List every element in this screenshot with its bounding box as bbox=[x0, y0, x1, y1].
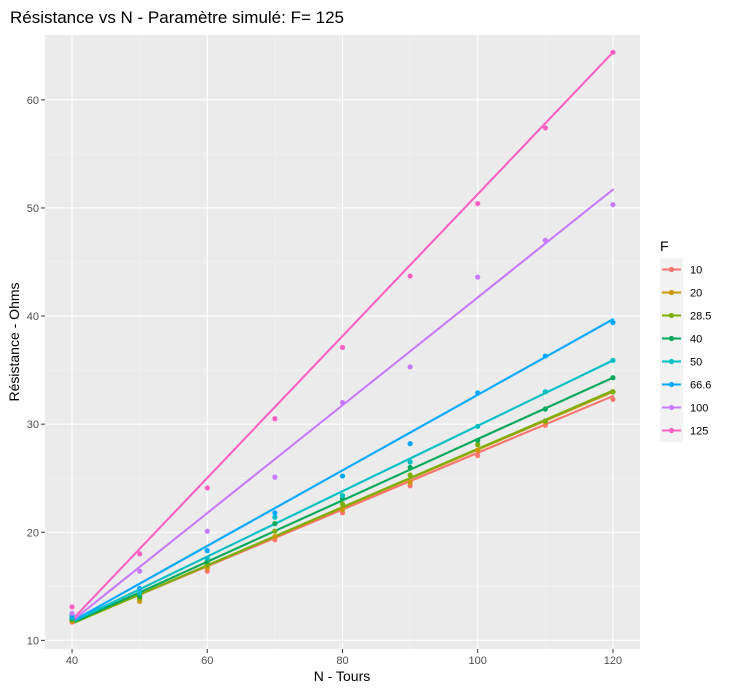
legend-title: F bbox=[660, 238, 669, 254]
point-66.6 bbox=[475, 390, 481, 396]
legend-label: 10 bbox=[690, 265, 702, 277]
point-40 bbox=[407, 464, 413, 470]
point-50 bbox=[272, 514, 278, 520]
point-40 bbox=[610, 375, 616, 381]
legend-label: 50 bbox=[690, 357, 702, 369]
point-50 bbox=[204, 555, 210, 561]
point-100 bbox=[475, 274, 481, 280]
legend-key-dot bbox=[668, 381, 675, 388]
y-tick-label: 10 bbox=[27, 635, 39, 647]
legend-key-dot bbox=[668, 358, 675, 365]
y-tick-label: 20 bbox=[27, 527, 39, 539]
fit-line-66.6 bbox=[70, 318, 615, 623]
legend-label: 40 bbox=[690, 334, 702, 346]
point-50 bbox=[137, 590, 143, 596]
point-100 bbox=[69, 610, 75, 616]
point-50 bbox=[610, 357, 616, 363]
point-50 bbox=[339, 492, 346, 499]
chart-title: Résistance vs N - Paramètre simulé: F= 1… bbox=[10, 8, 344, 27]
point-125 bbox=[542, 125, 548, 131]
legend-label: 20 bbox=[690, 288, 702, 300]
legend-key-dot bbox=[668, 427, 675, 434]
x-tick-label: 80 bbox=[336, 655, 348, 667]
point-66.6 bbox=[204, 548, 210, 554]
legend-label: 125 bbox=[690, 426, 708, 438]
legend-key-dot bbox=[668, 404, 675, 411]
point-20 bbox=[339, 506, 346, 513]
y-tick-label: 40 bbox=[27, 311, 39, 323]
point-125 bbox=[475, 201, 481, 207]
point-100 bbox=[610, 202, 616, 208]
legend-key-dot bbox=[668, 312, 675, 319]
point-28.5 bbox=[610, 389, 616, 395]
point-20 bbox=[272, 533, 278, 540]
point-10 bbox=[475, 452, 481, 459]
point-50 bbox=[407, 459, 413, 465]
point-66.6 bbox=[137, 585, 143, 592]
point-10 bbox=[610, 396, 616, 402]
y-tick-label: 50 bbox=[27, 203, 39, 215]
point-66.6 bbox=[610, 319, 616, 326]
legend-label: 66.6 bbox=[690, 380, 711, 392]
point-66.6 bbox=[272, 510, 278, 516]
point-100 bbox=[407, 364, 413, 370]
point-66.6 bbox=[542, 353, 548, 359]
x-tick-label: 120 bbox=[604, 655, 622, 667]
point-100 bbox=[339, 399, 346, 406]
point-100 bbox=[204, 528, 210, 534]
y-tick-label: 30 bbox=[27, 419, 39, 431]
point-50 bbox=[475, 423, 481, 429]
x-tick-label: 60 bbox=[201, 655, 213, 667]
x-axis-title: N - Tours bbox=[314, 668, 371, 684]
fit-line-50 bbox=[70, 359, 615, 624]
point-100 bbox=[542, 237, 548, 243]
y-axis-title: Résistance - Ohms bbox=[6, 282, 22, 401]
legend: F 10 20 28.5 40 50 66.6 100 125 bbox=[660, 238, 711, 442]
point-125 bbox=[137, 551, 143, 557]
point-125 bbox=[407, 273, 413, 279]
x-tick-label: 100 bbox=[469, 655, 487, 667]
point-66.6 bbox=[339, 473, 346, 479]
point-100 bbox=[137, 568, 143, 574]
y-axis-ticks: 10 20 30 40 50 60 bbox=[27, 95, 45, 647]
point-28.5 bbox=[475, 442, 481, 448]
legend-key-dot bbox=[668, 289, 675, 296]
point-125 bbox=[69, 604, 75, 610]
legend-label: 28.5 bbox=[690, 311, 711, 323]
legend-key-dot bbox=[668, 335, 675, 342]
legend-label: 100 bbox=[690, 403, 708, 415]
x-tick-label: 40 bbox=[66, 655, 78, 667]
point-40 bbox=[272, 521, 278, 527]
legend-key-dot bbox=[668, 266, 675, 273]
point-40 bbox=[475, 437, 481, 443]
point-50 bbox=[542, 389, 548, 395]
point-125 bbox=[272, 416, 278, 422]
point-28.5 bbox=[339, 501, 346, 507]
point-125 bbox=[339, 344, 346, 351]
point-28.5 bbox=[407, 472, 413, 478]
point-20 bbox=[407, 479, 413, 486]
point-20 bbox=[475, 447, 481, 453]
x-axis-ticks: 40 60 80 100 120 bbox=[66, 649, 622, 667]
fit-line-100 bbox=[70, 188, 615, 622]
point-28.5 bbox=[272, 528, 278, 534]
point-125 bbox=[204, 485, 210, 491]
point-125 bbox=[610, 49, 616, 55]
data-points bbox=[69, 49, 616, 625]
point-40 bbox=[542, 406, 548, 412]
fit-line-125 bbox=[70, 51, 615, 621]
y-tick-label: 60 bbox=[27, 95, 39, 107]
point-66.6 bbox=[407, 441, 413, 447]
point-100 bbox=[272, 474, 278, 480]
point-28.5 bbox=[542, 418, 548, 424]
